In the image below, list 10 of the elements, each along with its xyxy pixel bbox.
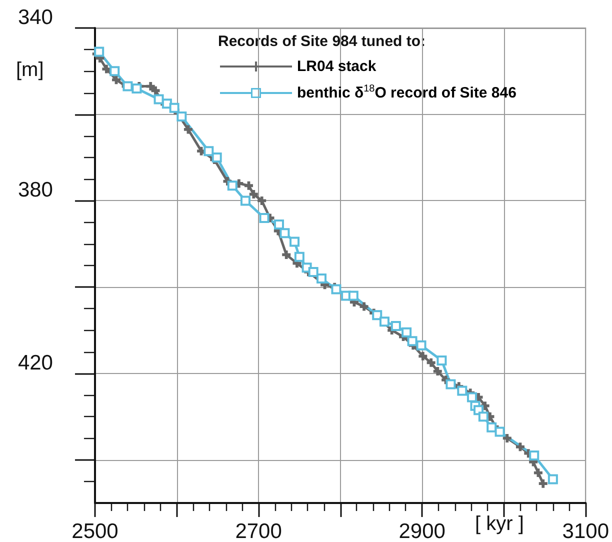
y-tick-label: 380 (18, 178, 53, 202)
y-axis-title: [m] (16, 59, 44, 81)
x-tick-label: 3100 (562, 520, 609, 542)
y-tick-label: 420 (18, 351, 53, 374)
y-tick-label: 340 (18, 6, 53, 29)
x-axis-title: [ kyr ] (475, 513, 524, 535)
legend-label: LR04 stack (297, 58, 377, 75)
x-tick-label: 2700 (235, 520, 282, 542)
x-tick-label: 2900 (398, 520, 446, 542)
x-tick-label: 2500 (72, 520, 118, 542)
